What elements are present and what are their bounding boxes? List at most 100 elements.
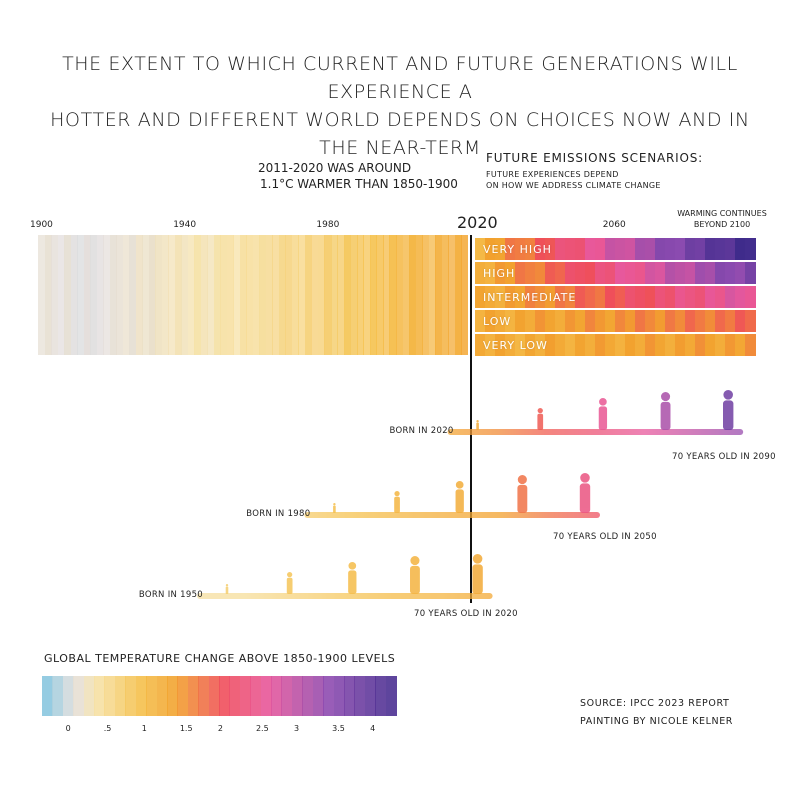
scenario-segment [555, 334, 566, 356]
x-tick-2060: 2060 [602, 220, 626, 230]
scenario-segment [665, 262, 676, 284]
stripe [103, 235, 111, 355]
stripe [272, 235, 280, 355]
person-icon [225, 584, 229, 594]
scenario-segment [635, 286, 646, 308]
scenario-segment [575, 262, 586, 284]
scenario-very-low: VERY LOW [475, 333, 756, 356]
scenario-segment [705, 334, 716, 356]
scenario-segment [505, 334, 516, 356]
scenario-segment [725, 238, 736, 260]
legend-swatch [208, 676, 220, 716]
legend-swatch [250, 676, 262, 716]
stripe [291, 235, 299, 355]
stripe [57, 235, 65, 355]
stripe [337, 235, 345, 355]
scenario-segment [655, 286, 666, 308]
legend-tick-0: 0 [65, 724, 71, 733]
legend-swatch [260, 676, 272, 716]
stripe [135, 235, 143, 355]
stripe [70, 235, 78, 355]
scenario-segment [545, 262, 556, 284]
scenario-segment [485, 238, 496, 260]
scenario-segment [595, 334, 606, 356]
stripe [409, 235, 417, 355]
scenario-segment [615, 310, 626, 332]
stripe [109, 235, 117, 355]
warming-continues-line-2: beyond 2100 [693, 220, 751, 229]
scenario-segment [625, 286, 636, 308]
stripe [90, 235, 98, 355]
scenario-segment [735, 334, 746, 356]
legend-swatch [125, 676, 137, 716]
scenario-segment [505, 286, 516, 308]
legend-swatch [364, 676, 376, 716]
legend-swatch [333, 676, 345, 716]
scenario-segment [685, 286, 696, 308]
year-2020-label: 2020 [457, 213, 498, 232]
stripe [38, 235, 46, 355]
title-line-1: THE EXTENT TO WHICH CURRENT AND FUTURE G… [62, 53, 738, 103]
stripe [155, 235, 163, 355]
person-icon [333, 503, 336, 513]
scenario-segment [565, 334, 576, 356]
scenario-segment [475, 238, 486, 260]
scenario-segment [695, 310, 706, 332]
warming-continues-line-1: warming continues [677, 209, 767, 218]
scenario-segment [555, 262, 566, 284]
legend-tick-3: 3 [294, 724, 300, 733]
scenario-segment [615, 334, 626, 356]
person-icon [598, 398, 608, 430]
person-icon [476, 420, 479, 430]
scenario-segment [565, 286, 576, 308]
stripe [116, 235, 124, 355]
stripe [51, 235, 59, 355]
person-icon [410, 556, 420, 594]
scenario-segment [575, 334, 586, 356]
stripe [298, 235, 306, 355]
scenario-segment [565, 310, 576, 332]
scenario-segment [685, 334, 696, 356]
scenario-segment [545, 310, 556, 332]
scenario-segment [475, 310, 486, 332]
birth-label: born in 1950 [138, 590, 203, 600]
stripe [181, 235, 189, 355]
birth-label: born in 2020 [389, 426, 454, 436]
stripe [187, 235, 195, 355]
legend-swatch [52, 676, 64, 716]
legend-swatch [271, 676, 283, 716]
scenario-segment [715, 238, 726, 260]
scenario-segment [635, 334, 646, 356]
scenario-segment [595, 310, 606, 332]
stripe [226, 235, 234, 355]
title-line-2: HOTTER AND DIFFERENT WORLD DEPENDS ON CH… [50, 109, 750, 159]
scenario-segment [555, 310, 566, 332]
scenario-segment [735, 286, 746, 308]
generation-band [304, 512, 600, 518]
scenario-segment [695, 262, 706, 284]
scenario-segment [625, 238, 636, 260]
scenario-segment [665, 310, 676, 332]
scenario-segment [485, 334, 496, 356]
scenario-segment [685, 238, 696, 260]
scenario-segment [535, 310, 546, 332]
page-title: THE EXTENT TO WHICH CURRENT AND FUTURE G… [40, 50, 760, 162]
stripe [278, 235, 286, 355]
year-2020-divider [470, 235, 472, 603]
scenario-segment [645, 334, 656, 356]
scenario-segment [615, 262, 626, 284]
scenario-segment [705, 286, 716, 308]
legend-swatch [135, 676, 147, 716]
scenario-segment [705, 238, 716, 260]
stripe [200, 235, 208, 355]
stripe [148, 235, 156, 355]
legend-swatch [375, 676, 387, 716]
scenario-segment [695, 334, 706, 356]
scenario-label: HIGH [483, 267, 516, 280]
scenario-segment [655, 262, 666, 284]
stripe [122, 235, 130, 355]
legend-swatch [229, 676, 241, 716]
stripe [265, 235, 273, 355]
legend-swatch [62, 676, 74, 716]
legend-swatch [281, 676, 293, 716]
